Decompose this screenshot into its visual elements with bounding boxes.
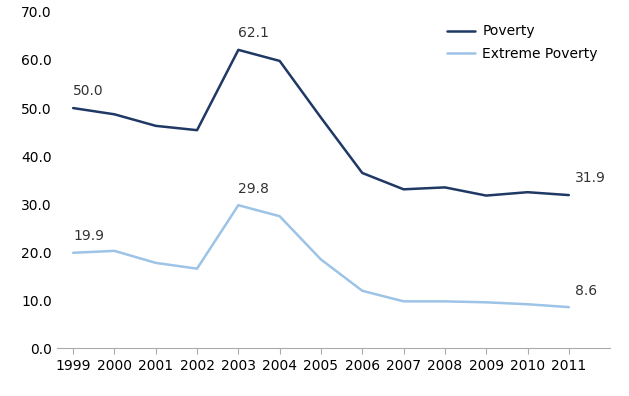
Line: Extreme Poverty: Extreme Poverty <box>73 205 569 307</box>
Extreme Poverty <box>482 300 490 305</box>
Text: 29.8: 29.8 <box>238 182 269 196</box>
Line: Poverty: Poverty <box>73 50 569 196</box>
Extreme Poverty <box>235 203 242 208</box>
Poverty <box>482 193 490 198</box>
Text: 8.6: 8.6 <box>575 284 597 297</box>
Extreme Poverty <box>524 302 532 307</box>
Text: 50.0: 50.0 <box>73 84 104 99</box>
Text: 62.1: 62.1 <box>238 26 269 40</box>
Extreme Poverty <box>400 299 408 304</box>
Poverty <box>359 171 366 175</box>
Poverty <box>317 115 325 120</box>
Poverty <box>111 112 118 117</box>
Poverty <box>524 190 532 194</box>
Poverty <box>441 185 448 190</box>
Extreme Poverty <box>69 250 77 255</box>
Extreme Poverty <box>565 305 572 310</box>
Poverty <box>276 59 284 63</box>
Poverty <box>235 48 242 52</box>
Text: 31.9: 31.9 <box>575 171 606 185</box>
Extreme Poverty <box>441 299 448 304</box>
Extreme Poverty <box>111 249 118 253</box>
Text: 19.9: 19.9 <box>73 229 104 243</box>
Poverty <box>69 106 77 110</box>
Extreme Poverty <box>276 214 284 219</box>
Poverty <box>152 124 160 128</box>
Extreme Poverty <box>359 288 366 293</box>
Poverty <box>400 187 408 192</box>
Poverty <box>193 128 201 133</box>
Extreme Poverty <box>317 257 325 262</box>
Extreme Poverty <box>152 261 160 265</box>
Extreme Poverty <box>193 266 201 271</box>
Legend: Poverty, Extreme Poverty: Poverty, Extreme Poverty <box>442 19 603 66</box>
Poverty <box>565 193 572 198</box>
